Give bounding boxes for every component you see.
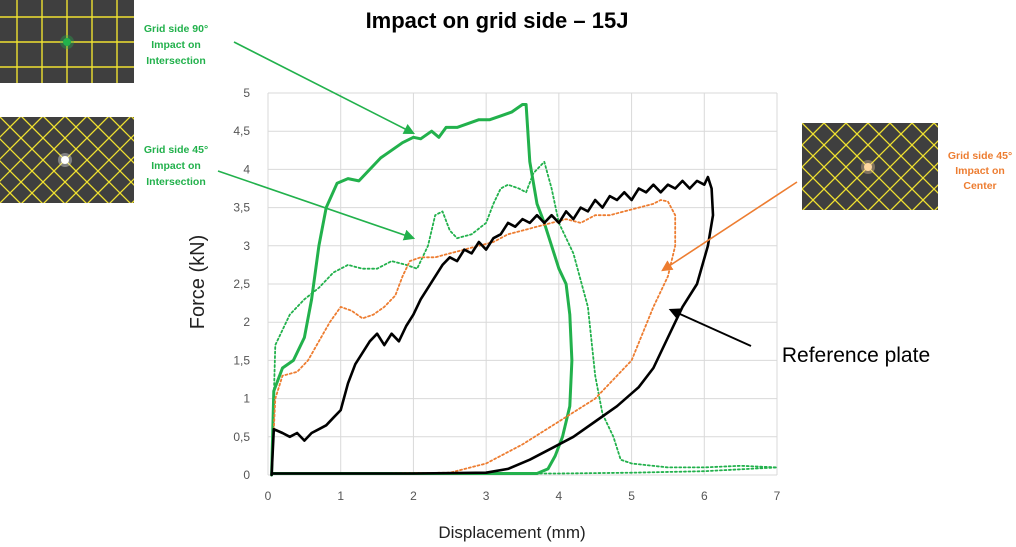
annotation-line: Impact on: [151, 39, 201, 51]
y-tick-label: 4: [243, 162, 250, 176]
annotation-line: Intersection: [146, 176, 206, 188]
annotation-line: Reference plate: [782, 344, 930, 367]
specimen-image-g45i: [0, 117, 134, 203]
annotation-line: Intersection: [146, 55, 206, 67]
y-tick-label: 5: [243, 86, 250, 100]
impact-point: [864, 163, 872, 171]
annotation-arrow: [668, 308, 752, 347]
x-tick-label: 5: [628, 489, 635, 503]
annotation-g90: Grid side 90° Impact on Intersection: [144, 23, 415, 135]
specimen-images: [0, 0, 938, 210]
annotation-arrow: [233, 41, 415, 135]
x-tick-label: 1: [337, 489, 344, 503]
grid-bar: [802, 166, 846, 210]
y-tick-label: 1,5: [233, 353, 250, 367]
grid-bar: [846, 123, 935, 210]
y-tick-label: 2: [243, 315, 250, 329]
y-tick-label: 0: [243, 468, 250, 482]
impact-point: [61, 156, 69, 164]
impact-point: [63, 38, 71, 46]
annotation-line: Grid side 45°: [144, 144, 208, 156]
y-tick-label: 1: [243, 392, 250, 406]
series-line-3: [270, 199, 677, 476]
chart-title: Impact on grid side – 15J: [366, 8, 629, 33]
annotation-ref: Reference plate: [668, 308, 930, 367]
annotation-line: Impact on: [151, 160, 201, 172]
y-tick-label: 3,5: [233, 201, 250, 215]
grid-bar: [802, 123, 869, 190]
annotation-line: Center: [963, 180, 996, 192]
specimen-image-g45c: [802, 123, 938, 210]
x-tick-label: 0: [265, 489, 272, 503]
grid-bar: [0, 117, 87, 203]
annotation-g45c: Grid side 45° Impact on Center: [661, 150, 1012, 272]
grid-bar: [868, 140, 938, 210]
annotation-arrow: [217, 170, 416, 241]
annotation-g45i: Grid side 45° Impact on Intersection: [144, 144, 416, 241]
series-line-2: [270, 160, 778, 476]
grid-bar: [802, 123, 847, 168]
series-line-1: [270, 103, 574, 477]
tick-labels: 0 1 2 3 4 5 6 7 0 0,5 1 1,5 2 2,5 3 3,5 4 4,5 5: [233, 86, 780, 503]
grid-lines: [267, 92, 778, 476]
y-tick-label: 0,5: [233, 430, 250, 444]
grid-bar: [802, 123, 891, 210]
y-axis-label: Force (kN): [187, 235, 209, 329]
grid-bar: [890, 162, 938, 210]
series-line-4: [270, 175, 715, 477]
y-tick-label: 3: [243, 239, 250, 253]
grid-bar: [65, 134, 134, 203]
y-tick-label: 2,5: [233, 277, 250, 291]
y-tick-label: 4,5: [233, 124, 250, 138]
x-axis-label: Displacement (mm): [438, 523, 585, 542]
annotation-line: Impact on: [955, 165, 1005, 177]
grid-bar: [43, 117, 131, 203]
x-tick-label: 6: [701, 489, 708, 503]
specimen-image-g90: [0, 0, 134, 83]
series-group: [270, 103, 778, 477]
x-tick-label: 3: [483, 489, 490, 503]
grid-bar: [87, 156, 134, 203]
annotation-arrow: [661, 181, 798, 272]
x-tick-label: 4: [556, 489, 563, 503]
grid-bar: [0, 117, 65, 182]
annotation-line: Grid side 90°: [144, 23, 208, 35]
x-tick-label: 2: [410, 489, 417, 503]
x-tick-label: 7: [774, 489, 781, 503]
annotation-line: Grid side 45°: [948, 150, 1012, 162]
